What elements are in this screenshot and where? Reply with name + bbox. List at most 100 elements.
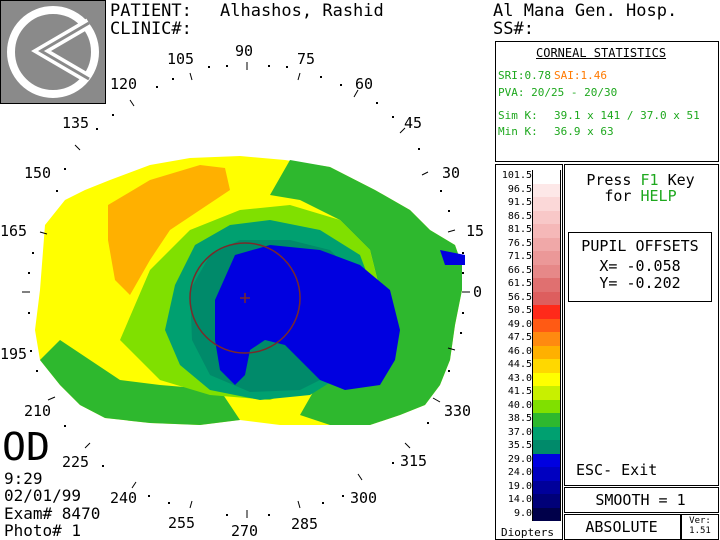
version-value: 1.51 [689, 526, 711, 536]
legend-color-swatch [532, 453, 561, 467]
angle-label: 60 [355, 75, 374, 93]
angle-label: 300 [350, 489, 378, 507]
legend-value: 91.5 [507, 197, 532, 208]
angle-label: 75 [297, 50, 316, 68]
help-text: Press F1 Key for HELP [568, 172, 713, 204]
legend-value: 46.0 [507, 345, 532, 357]
photo-number: Photo# 1 [4, 521, 82, 540]
esc-exit-button[interactable]: ESC- Exit [576, 461, 658, 479]
legend-color-swatch [532, 183, 561, 197]
legend-color-swatch [532, 480, 561, 494]
angle-label: 240 [110, 489, 138, 507]
legend-color-swatch [532, 278, 561, 292]
legend-color-swatch [532, 386, 561, 400]
legend-value: 35.5 [507, 440, 532, 451]
angle-label: 225 [62, 453, 90, 471]
legend-color-swatch [532, 494, 561, 508]
simk-label: Sim K: [498, 109, 538, 122]
angle-label: 165 [0, 222, 28, 240]
angle-label: 255 [168, 514, 196, 532]
legend-value: 44.5 [507, 359, 532, 370]
legend-color-swatch [532, 467, 561, 481]
angle-label: 90 [235, 42, 254, 60]
legend-value: 101.5 [501, 170, 532, 181]
smooth-label: SMOOTH = 1 [595, 491, 686, 509]
version-label: Ver: [689, 516, 711, 526]
legend-value: 14.0 [507, 494, 532, 505]
patient-name: Alhashos, Rashid [220, 1, 384, 21]
clinic-label: CLINIC#: [110, 19, 192, 39]
legend-color-swatch [532, 305, 561, 319]
sri-value: SRI:0.78 [498, 69, 551, 82]
smooth-button[interactable] [564, 487, 719, 513]
legend-value: 86.5 [507, 210, 532, 222]
legend-value: 76.5 [507, 237, 532, 249]
pupil-offsets-panel [568, 232, 712, 302]
angle-label: 330 [444, 402, 472, 420]
legend-color-swatch [532, 372, 561, 386]
pva-value: PVA: 20/25 - 20/30 [498, 86, 618, 99]
pupil-offset-x: X= -0.058 [599, 257, 681, 275]
mink-value: 36.9 x 63 [554, 125, 614, 138]
angle-label: 0 [473, 283, 483, 301]
exam-number: Exam# 8470 [4, 504, 101, 523]
hospital-name: Al Mana Gen. Hosp. [493, 1, 678, 21]
legend-value: 24.0 [507, 467, 532, 478]
legend-value: 81.5 [507, 224, 532, 235]
mink-label: Min K: [498, 125, 538, 138]
angle-label: 120 [110, 75, 138, 93]
legend-color-swatch [532, 345, 561, 359]
absolute-label: ABSOLUTE [585, 518, 658, 536]
exam-date: 02/01/99 [4, 486, 82, 505]
legend-value: 37.0 [507, 426, 532, 438]
legend-value: 43.0 [507, 372, 532, 384]
simk-value: 39.1 x 141 / 37.0 x 51 [554, 109, 700, 122]
angle-label: 270 [231, 522, 259, 540]
angle-label: 135 [62, 114, 90, 132]
legend-color-swatch [532, 426, 561, 440]
legend-color-swatch [532, 197, 561, 211]
legend-value: 29.0 [507, 453, 532, 465]
help-press-text: Press [586, 171, 632, 189]
legend-color-swatch [532, 251, 561, 265]
legend-value: 61.5 [507, 278, 532, 289]
legend-color-swatch [532, 507, 561, 521]
legend-color-swatch [532, 413, 561, 427]
legend-color-swatch [532, 318, 561, 332]
sai-value: SAI:1.46 [554, 69, 607, 82]
legend-unit: Diopters [501, 526, 554, 539]
legend-color-swatch [532, 224, 561, 238]
angle-label: 45 [404, 114, 423, 132]
angle-label: 30 [442, 164, 461, 182]
corneal-topography-map [22, 62, 470, 518]
pupil-offset-y: Y= -0.202 [599, 274, 681, 292]
legend-value: 19.0 [507, 480, 532, 492]
legend-value: 50.5 [507, 305, 532, 316]
keratometer-logo-icon [0, 0, 106, 104]
legend-value: 9.0 [513, 507, 532, 519]
legend-color-swatch [532, 359, 561, 373]
angle-label: 150 [24, 164, 52, 182]
legend-value: 66.5 [507, 264, 532, 276]
exam-time: 9:29 [4, 469, 43, 488]
legend-color-swatch [532, 440, 561, 454]
legend-color-swatch [532, 332, 561, 346]
legend-color-swatch [532, 237, 561, 251]
help-key: F1 [640, 171, 659, 189]
legend-value: 38.5 [507, 413, 532, 424]
legend-color-swatch [532, 264, 561, 278]
help-panel [564, 164, 719, 486]
angle-label: 105 [167, 50, 195, 68]
angle-label: 285 [291, 515, 319, 533]
legend-color-swatch [532, 170, 561, 184]
legend-color-swatch [532, 291, 561, 305]
legend-value: 40.0 [507, 399, 532, 411]
legend-value: 56.5 [507, 291, 532, 303]
help-key-text: Key [667, 171, 695, 189]
angle-label: 15 [466, 222, 485, 240]
eye-indicator: OD [2, 425, 51, 469]
corneal-statistics-panel: CORNEAL STATISTICS SRI:0.78 SAI:1.46 PVA… [495, 41, 719, 162]
angle-label: 210 [24, 402, 52, 420]
legend-value: 96.5 [507, 183, 532, 195]
help-word: HELP [640, 187, 677, 205]
